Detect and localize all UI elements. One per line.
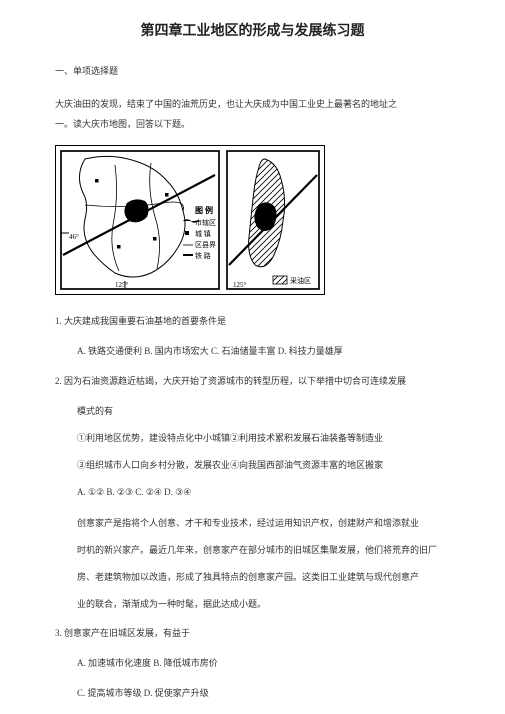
- q2-choices-line-1: ①利用地区优势，建设特点化中小城镇②利用技术累积发展石油装备等制造业: [77, 430, 450, 447]
- oilzone-label: 采油区: [290, 276, 311, 285]
- q3-options-row2: C. 提高城市等级 D. 促使家产升级: [77, 685, 450, 701]
- passage2-line-a: 创意家产是指将个人创意、才干和专业技术，经过运用知识产权，创建财产和增添就业: [77, 515, 450, 532]
- intro-line-2: 一。读大庆市地图，回答以下题。: [55, 119, 190, 129]
- lon-label-1: 125°: [115, 281, 129, 289]
- section-heading: 一、单项选择题: [55, 64, 450, 77]
- intro-passage: 大庆油田的发现，结束了中国的油荒历史，也让大庆成为中国工业史上最著名的地址之 一…: [55, 95, 450, 135]
- passage2-line-c: 房、老建筑物加以改造，形成了独具特点的创意家产园。这类旧工业建筑与现代创意产: [77, 569, 450, 586]
- q2-choices-line-2: ③组织城市人口向乡村分散，发展农业④向我国西部油气资源丰富的地区搬家: [77, 457, 450, 474]
- q1-options: A. 铁路交通便利 B. 国内市场宏大 C. 石油储量丰富 D. 科技力量雄厚: [77, 343, 450, 359]
- svg-text:铁 路: 铁 路: [195, 251, 211, 260]
- passage2-line-d: 业的联合，渐渐成为一种时髦，据此达成小题。: [77, 596, 450, 613]
- q1-stem: 1. 大庆建成我国重要石油基地的首要条件是: [39, 313, 450, 329]
- svg-text:区县界: 区县界: [195, 241, 216, 249]
- lat-label: 46°: [69, 233, 79, 241]
- page-title: 第四章工业地区的形成与发展练习题: [55, 20, 450, 40]
- intro-line-1: 大庆油田的发现，结束了中国的油荒历史，也让大庆成为中国工业史上最著名的地址之: [55, 99, 397, 109]
- svg-text:市辖区: 市辖区: [195, 218, 216, 227]
- svg-text:图 例: 图 例: [195, 205, 213, 215]
- q2-options: A. ①② B. ②③ C. ②④ D. ③④: [77, 484, 450, 500]
- svg-text:125°: 125°: [233, 281, 247, 289]
- q2-stem-2: 模式的有: [77, 403, 450, 420]
- passage2-line-b: 时机的新兴家产。最近几年来，创意家产在部分城市的旧城区集聚发展，他们将荒弃的旧厂: [77, 542, 450, 559]
- q3-stem: 3. 创意家产在旧城区发展，有益于: [39, 625, 450, 641]
- svg-text:城 镇: 城 镇: [195, 229, 211, 238]
- q2-stem-1: 2. 因为石油资源趋近枯竭，大庆开始了资源城市的转型历程，以下举措中切合可连续发…: [39, 373, 450, 389]
- map-figure: 46° 125° 图 例 市辖区 城 镇 区县界 铁 路 采油区 125°: [55, 145, 450, 295]
- q3-options-row1: A. 加速城市化速度 B. 降低城市房价: [77, 655, 450, 671]
